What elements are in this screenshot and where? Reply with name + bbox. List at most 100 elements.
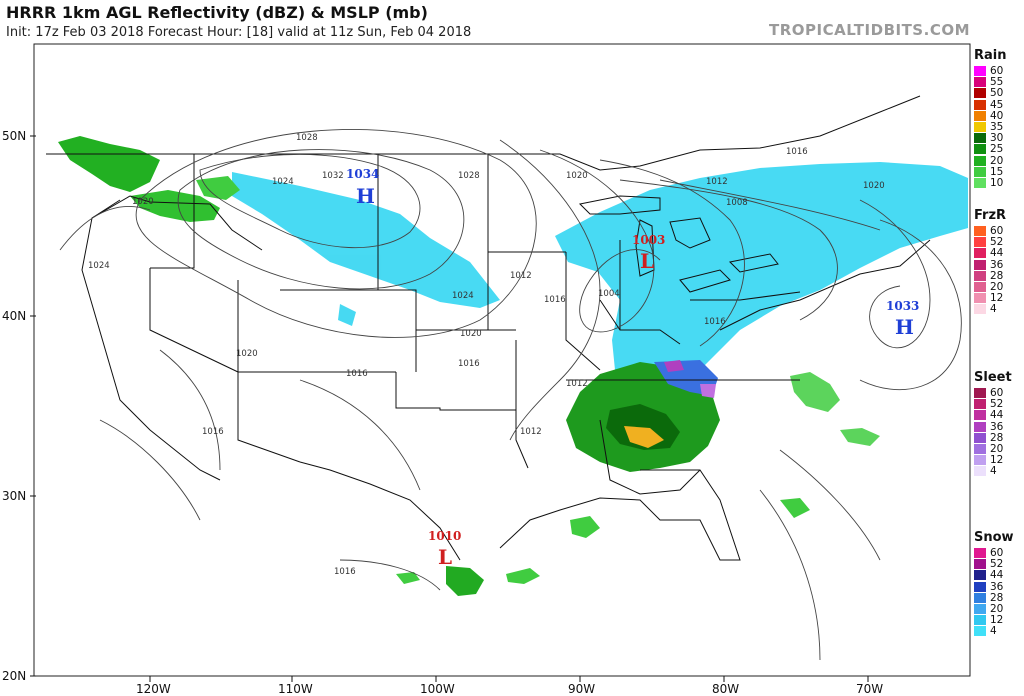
svg-text:L: L	[438, 545, 452, 569]
svg-text:1034: 1034	[346, 167, 379, 181]
isobar-label: 1024	[88, 261, 110, 271]
isobars	[59, 129, 962, 661]
legend-swatch-rain	[974, 88, 986, 99]
lon-label-90w: 90W	[568, 682, 595, 696]
pressure-center-high-atlantic: 1033 H	[886, 299, 919, 339]
legend-label-rain: 55	[990, 76, 1004, 89]
legend-swatch-rain	[974, 122, 986, 132]
legend-label-frzr: 12	[990, 292, 1004, 305]
isobar-label: 1020	[236, 349, 258, 359]
legend-label-snow: 20	[990, 603, 1004, 615]
legend-swatch-sleet	[974, 421, 986, 432]
legend-frzr: FrzR 60 52 44 36 28 20 12 4	[972, 208, 1022, 358]
isobar-label: 1016	[202, 427, 224, 437]
legend-swatch-frzr	[974, 304, 986, 315]
isobar-label: 1016	[334, 567, 356, 577]
lat-label-30n: 30N	[2, 489, 26, 503]
lat-label-50n: 50N	[2, 129, 26, 143]
legend-label-snow: 44	[990, 569, 1004, 582]
map-header: HRRR 1km AGL Reflectivity (dBZ) & MSLP (…	[0, 0, 1024, 44]
legend-label-snow: 4	[990, 625, 997, 638]
pressure-center-high-west: 1034 H	[346, 167, 379, 208]
isobar-label: 1020	[566, 171, 588, 181]
legend-swatch-snow	[974, 592, 986, 603]
legend-label-sleet: 12	[990, 454, 1004, 467]
legend-swatch-rain	[974, 166, 986, 177]
legend-swatch-snow	[974, 559, 986, 570]
isobar-label: 1020	[863, 181, 885, 191]
isobar-labels: 1028 1024 1032 1028 1020 1024 1020 1016 …	[88, 133, 885, 577]
lat-label-40n: 40N	[2, 309, 26, 323]
legend-swatch-snow	[974, 581, 986, 592]
isobar-label: 1024	[452, 291, 474, 301]
lon-label-100w: 100W	[420, 682, 455, 696]
isobar-label: 1016	[704, 317, 726, 327]
lon-label-80w: 80W	[712, 682, 739, 696]
legend-label-rain: 40	[990, 109, 1004, 122]
legend-sleet: Sleet 60 52 44 36 28 20 12 4	[972, 370, 1022, 520]
legend-swatch-frzr	[974, 248, 986, 259]
legend-swatch-frzr	[974, 282, 986, 292]
legend-title-frzr: FrzR	[974, 208, 1007, 223]
isobar-label: 1016	[786, 147, 808, 157]
isobar-label: 1016	[458, 359, 480, 369]
isobar-label: 1008	[726, 198, 748, 208]
legend-label-frzr: 28	[990, 269, 1004, 282]
legend-swatch-sleet	[974, 444, 986, 454]
isobar-label: 1016	[346, 369, 368, 379]
isobar-label: 1028	[458, 171, 480, 181]
legend-swatch-sleet	[974, 388, 986, 398]
isobar-label: 1004	[598, 289, 620, 299]
legend-swatch-rain	[974, 144, 986, 155]
longitude-axis: 120W 110W 100W 90W 80W 70W	[136, 676, 883, 696]
snow-band-north	[232, 162, 968, 396]
legend-title-snow: Snow	[974, 530, 1014, 545]
legend-swatch-snow	[974, 548, 986, 558]
lon-label-120w: 120W	[136, 682, 171, 696]
legend-swatch-sleet	[974, 455, 986, 466]
legend-label-rain: 25	[990, 143, 1004, 156]
legend-swatch-frzr	[974, 237, 986, 248]
isobar-label: 1012	[566, 379, 588, 389]
legend-label-frzr: 44	[990, 247, 1004, 260]
legend-swatch-sleet	[974, 466, 986, 477]
legend-label-sleet: 20	[990, 443, 1004, 455]
legend-swatch-sleet	[974, 432, 986, 443]
legend-swatch-snow	[974, 615, 986, 626]
legend-rain: Rain 60 55 50 45 40 35 30 25 20 15 10	[972, 48, 1022, 198]
legend-label-rain: 30	[990, 132, 1004, 145]
svg-text:L: L	[640, 249, 654, 273]
site-brand: TROPICALTIDBITS.COM	[769, 21, 970, 39]
isobar-label: 1020	[132, 197, 154, 207]
legend-swatch-frzr	[974, 259, 986, 270]
lon-label-70w: 70W	[856, 682, 883, 696]
legend-snow: Snow 60 52 44 36 28 20 12 4	[972, 530, 1022, 680]
legend-label-snow: 36	[990, 580, 1004, 593]
legend-label-frzr: 20	[990, 281, 1004, 293]
isobar-label: 1012	[520, 427, 542, 437]
svg-text:1003: 1003	[632, 233, 665, 247]
isobar-label: 1032	[322, 171, 344, 181]
legend-label-rain: 50	[990, 87, 1004, 100]
legend-swatch-frzr	[974, 270, 986, 281]
legend-label-snow: 52	[990, 558, 1004, 571]
legend-swatch-rain	[974, 110, 986, 121]
legend-swatch-snow	[974, 570, 986, 581]
legend-swatch-sleet	[974, 410, 986, 421]
legend-swatch-rain	[974, 99, 986, 110]
isobar-label: 1024	[272, 177, 294, 187]
map-title: HRRR 1km AGL Reflectivity (dBZ) & MSLP (…	[6, 3, 428, 22]
rain-area-southeast	[566, 360, 880, 538]
legend-swatch-frzr	[974, 293, 986, 304]
isobar-label: 1012	[706, 177, 728, 187]
legend-label-sleet: 60	[990, 387, 1004, 399]
pressure-center-low-texas: 1010 L	[428, 529, 461, 569]
legend-label-frzr: 4	[990, 303, 997, 316]
legend-label-frzr: 36	[990, 258, 1004, 271]
svg-text:H: H	[356, 184, 375, 208]
rain-band-northwest	[58, 136, 240, 222]
legend-label-frzr: 60	[990, 225, 1004, 237]
legend-swatch-rain	[974, 133, 986, 144]
legend-title-rain: Rain	[974, 48, 1007, 63]
